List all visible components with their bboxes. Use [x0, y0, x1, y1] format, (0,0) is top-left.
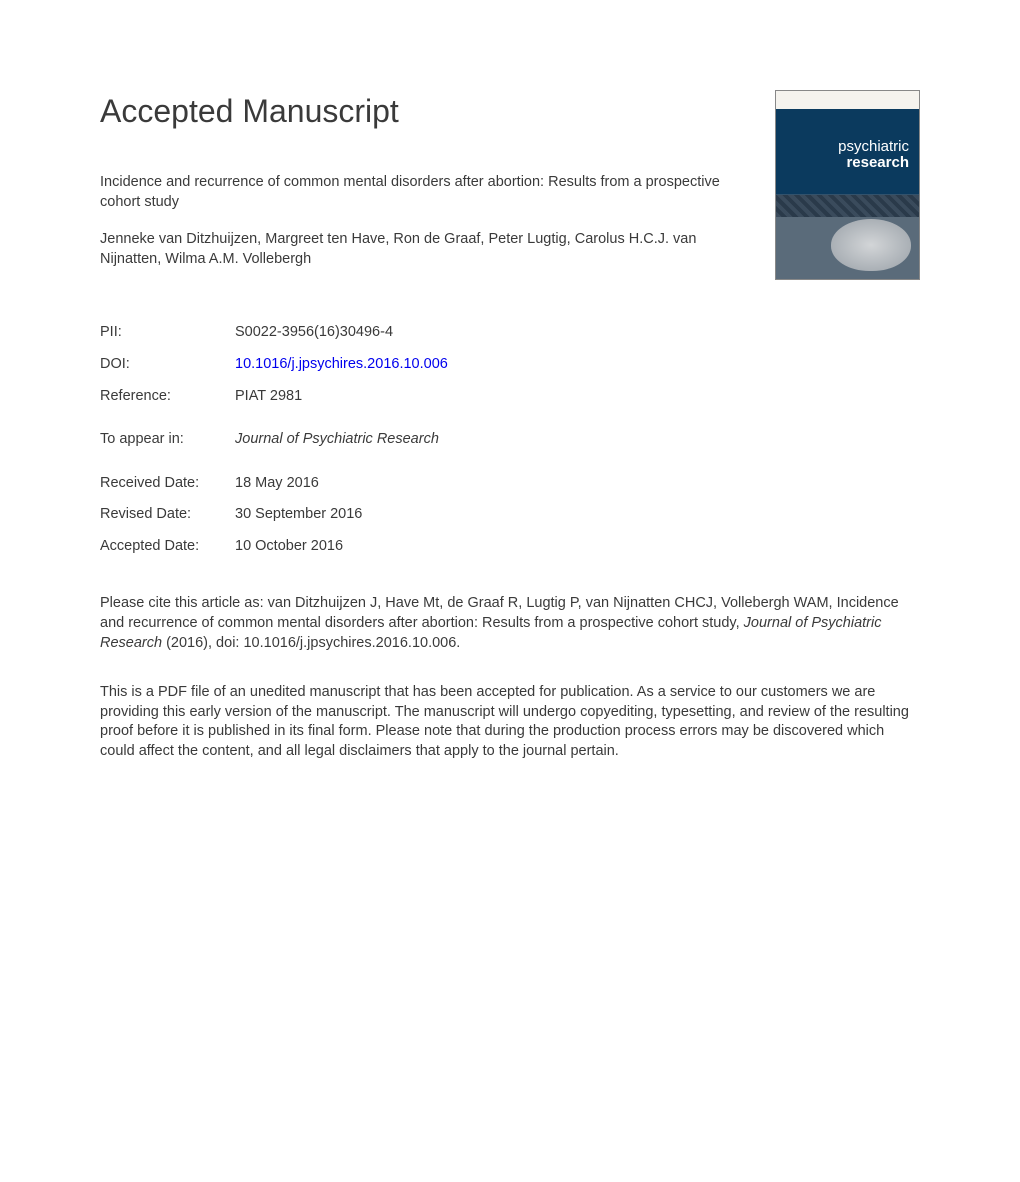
- accepted-value: 10 October 2016: [235, 531, 448, 563]
- received-label: Received Date:: [100, 468, 235, 500]
- revised-value: 30 September 2016: [235, 499, 448, 531]
- accepted-row: Accepted Date: 10 October 2016: [100, 531, 448, 563]
- received-value: 18 May 2016: [235, 468, 448, 500]
- disclaimer-text: This is a PDF file of an unedited manusc…: [100, 683, 920, 761]
- doi-label: DOI:: [100, 349, 235, 381]
- pii-value: S0022-3956(16)30496-4: [235, 317, 448, 349]
- cover-journal-title: psychiatric research: [838, 139, 909, 171]
- reference-value: PIAT 2981: [235, 381, 448, 413]
- to-appear-label: To appear in:: [100, 412, 235, 468]
- revised-label: Revised Date:: [100, 499, 235, 531]
- cover-top-strip: [776, 91, 919, 109]
- citation-suffix: (2016), doi: 10.1016/j.jpsychires.2016.1…: [162, 635, 460, 651]
- header-row: Accepted Manuscript Incidence and recurr…: [100, 90, 920, 297]
- page-title: Accepted Manuscript: [100, 90, 755, 133]
- cover-title-line1: psychiatric: [838, 138, 909, 155]
- metadata-table: PII: S0022-3956(16)30496-4 DOI: 10.1016/…: [100, 317, 448, 562]
- cover-brain-graphic: [831, 219, 911, 271]
- article-title: Incidence and recurrence of common menta…: [100, 173, 755, 212]
- pii-row: PII: S0022-3956(16)30496-4: [100, 317, 448, 349]
- reference-label: Reference:: [100, 381, 235, 413]
- doi-link[interactable]: 10.1016/j.jpsychires.2016.10.006: [235, 356, 448, 372]
- received-row: Received Date: 18 May 2016: [100, 468, 448, 500]
- cover-image-band: [776, 195, 919, 217]
- to-appear-row: To appear in: Journal of Psychiatric Res…: [100, 412, 448, 468]
- accepted-label: Accepted Date:: [100, 531, 235, 563]
- journal-cover-thumbnail: psychiatric research: [775, 90, 920, 280]
- pii-label: PII:: [100, 317, 235, 349]
- authors-list: Jenneke van Ditzhuijzen, Margreet ten Ha…: [100, 230, 755, 269]
- cover-title-line2: research: [846, 154, 909, 171]
- citation-text: Please cite this article as: van Ditzhui…: [100, 594, 920, 653]
- revised-row: Revised Date: 30 September 2016: [100, 499, 448, 531]
- doi-row: DOI: 10.1016/j.jpsychires.2016.10.006: [100, 349, 448, 381]
- reference-row: Reference: PIAT 2981: [100, 381, 448, 413]
- to-appear-value: Journal of Psychiatric Research: [235, 431, 439, 447]
- left-column: Accepted Manuscript Incidence and recurr…: [100, 90, 775, 297]
